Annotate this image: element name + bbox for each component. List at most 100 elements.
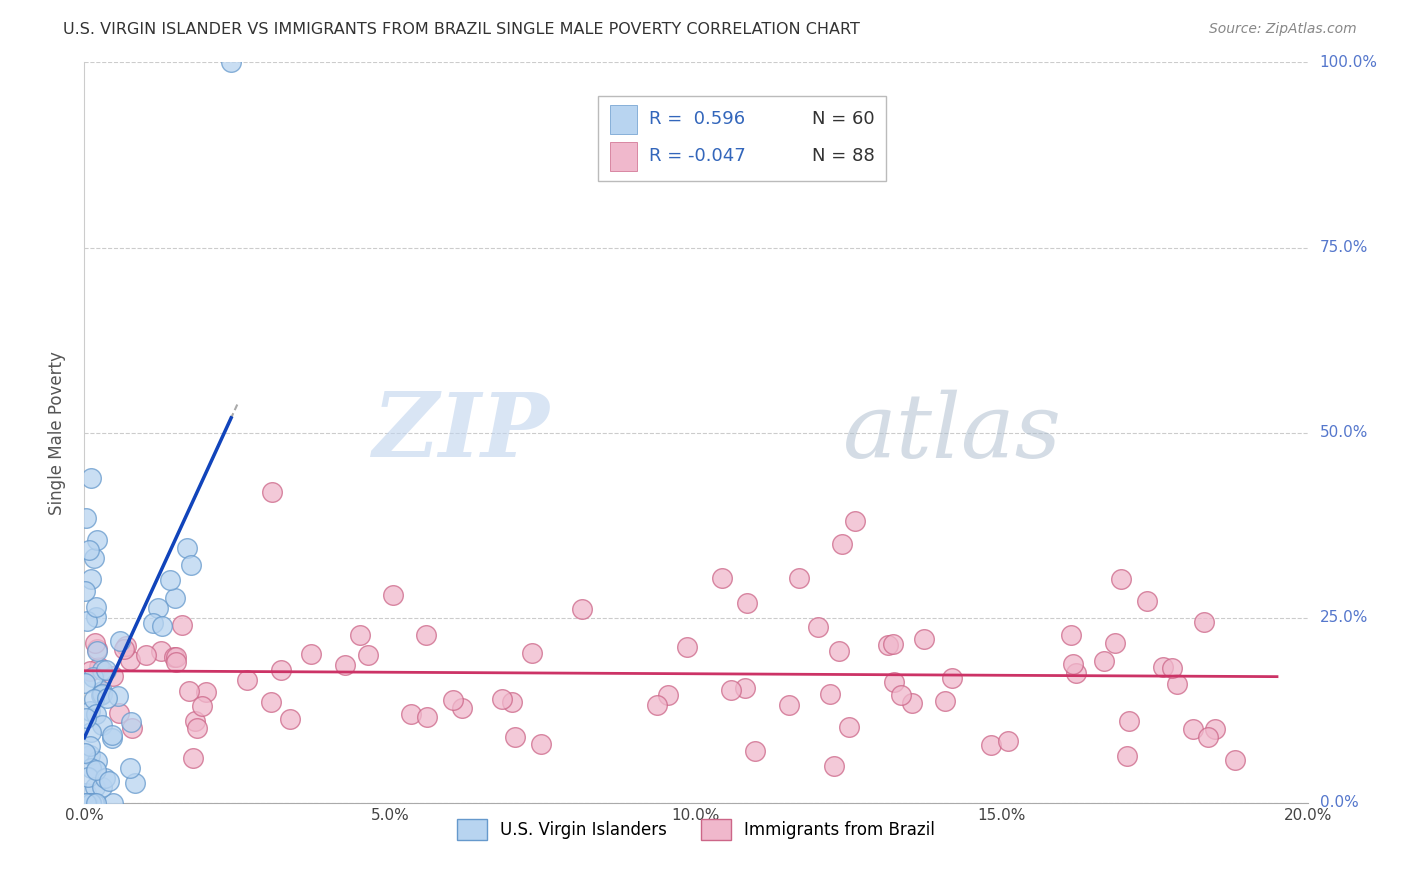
Point — [159, 573, 181, 587]
Text: U.S. VIRGIN ISLANDER VS IMMIGRANTS FROM BRAZIL SINGLE MALE POVERTY CORRELATION C: U.S. VIRGIN ISLANDER VS IMMIGRANTS FROM … — [63, 22, 860, 37]
Point — [75, 511, 97, 525]
Point — [79, 739, 101, 754]
Legend: U.S. Virgin Islanders, Immigrants from Brazil: U.S. Virgin Islanders, Immigrants from B… — [450, 813, 942, 847]
Point — [381, 588, 404, 602]
Point — [194, 685, 217, 699]
Point — [76, 614, 98, 628]
Point — [86, 644, 108, 658]
Y-axis label: Single Male Poverty: Single Male Poverty — [48, 351, 66, 515]
Point — [787, 572, 810, 586]
Point — [79, 747, 101, 762]
Point — [399, 707, 422, 722]
Point — [645, 698, 668, 712]
Point — [76, 770, 98, 784]
Point — [415, 628, 437, 642]
Text: Source: ZipAtlas.com: Source: ZipAtlas.com — [1209, 22, 1357, 37]
Point — [657, 688, 679, 702]
Text: ZIP: ZIP — [373, 390, 550, 475]
Point — [75, 676, 97, 690]
Point — [108, 706, 131, 720]
Point — [262, 484, 284, 499]
Point — [75, 786, 97, 800]
Point — [1161, 661, 1184, 675]
Point — [357, 648, 380, 663]
Point — [91, 686, 114, 700]
Point — [124, 776, 146, 790]
Text: R =  0.596: R = 0.596 — [650, 111, 745, 128]
Point — [163, 650, 186, 665]
FancyBboxPatch shape — [598, 95, 886, 181]
Point — [84, 600, 107, 615]
Point — [1109, 572, 1132, 586]
Point — [80, 796, 103, 810]
Point — [823, 758, 845, 772]
Point — [75, 796, 97, 810]
Point — [184, 714, 207, 728]
Point — [299, 647, 322, 661]
Point — [744, 744, 766, 758]
Point — [828, 644, 851, 658]
Point — [77, 543, 100, 558]
Point — [882, 637, 904, 651]
Point — [501, 695, 523, 709]
Point — [1152, 660, 1174, 674]
Point — [79, 725, 101, 739]
Point — [165, 591, 187, 606]
Point — [75, 711, 97, 725]
Point — [451, 701, 474, 715]
Point — [186, 721, 208, 735]
Point — [101, 728, 124, 742]
Point — [165, 655, 187, 669]
Point — [415, 710, 437, 724]
Point — [941, 671, 963, 685]
Point — [96, 663, 118, 677]
Text: N = 60: N = 60 — [813, 111, 875, 128]
Point — [270, 663, 292, 677]
Point — [82, 670, 104, 684]
Point — [76, 796, 98, 810]
Point — [83, 796, 105, 810]
Point — [101, 796, 124, 810]
FancyBboxPatch shape — [610, 105, 637, 134]
Point — [720, 683, 742, 698]
Point — [1192, 615, 1215, 629]
Point — [101, 731, 124, 746]
Text: 50.0%: 50.0% — [1320, 425, 1368, 440]
Point — [349, 628, 371, 642]
Point — [83, 550, 105, 565]
Text: 25.0%: 25.0% — [1320, 610, 1368, 625]
Point — [97, 773, 120, 788]
Point — [778, 698, 800, 712]
Point — [87, 660, 110, 674]
Point — [83, 691, 105, 706]
Point — [1181, 722, 1204, 736]
Point — [90, 718, 112, 732]
Point — [1064, 665, 1087, 680]
Point — [118, 761, 141, 775]
Point — [96, 691, 118, 706]
Point — [80, 761, 103, 775]
Point — [84, 636, 107, 650]
Point — [1166, 677, 1188, 691]
Text: atlas: atlas — [842, 389, 1062, 476]
Text: 75.0%: 75.0% — [1320, 240, 1368, 255]
Point — [997, 733, 1019, 747]
Point — [219, 55, 242, 70]
Point — [912, 632, 935, 646]
Point — [278, 712, 301, 726]
Point — [831, 536, 853, 550]
Point — [90, 663, 112, 677]
Point — [503, 730, 526, 744]
Point — [236, 673, 259, 687]
Point — [86, 641, 108, 656]
Point — [80, 572, 103, 586]
Point — [734, 681, 756, 695]
Text: R = -0.047: R = -0.047 — [650, 147, 747, 165]
Point — [150, 619, 173, 633]
Point — [172, 618, 194, 632]
Point — [150, 644, 173, 658]
Point — [1060, 628, 1083, 642]
Point — [844, 515, 866, 529]
Point — [980, 738, 1002, 752]
Point — [890, 688, 912, 702]
